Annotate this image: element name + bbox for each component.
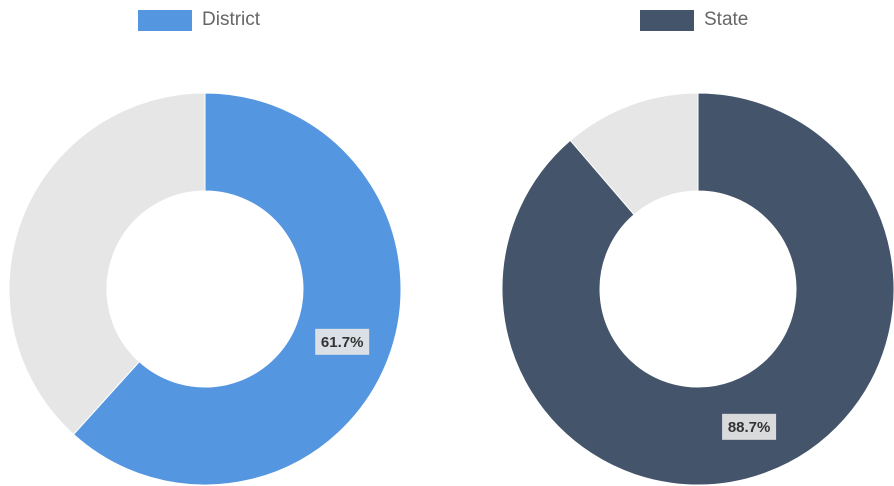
district-slice-1[interactable] — [8, 92, 206, 436]
district-data-label-text: 61.7% — [321, 334, 364, 351]
state-donut-chart: 88.7% — [501, 92, 894, 486]
state-legend-label: State — [704, 9, 749, 30]
state-data-label-bg — [722, 413, 777, 440]
state-legend-swatch — [640, 9, 694, 31]
district-legend[interactable]: District — [138, 8, 260, 32]
state-chart-panel: State 88.7% — [447, 0, 894, 486]
state-slice-1[interactable] — [569, 92, 699, 216]
district-legend-label: District — [202, 9, 261, 30]
district-chart-panel: District 61.7% — [8, 8, 402, 486]
state-legend[interactable]: State — [640, 8, 748, 32]
district-data-label: 61.7% — [315, 328, 370, 355]
district-donut-chart: 61.7% — [8, 92, 402, 486]
state-data-label-text: 88.7% — [728, 419, 771, 436]
district-slice-0[interactable] — [72, 92, 402, 486]
district-legend-swatch — [138, 9, 192, 31]
state-data-label: 88.7% — [722, 413, 777, 440]
district-data-label-bg — [315, 328, 370, 355]
